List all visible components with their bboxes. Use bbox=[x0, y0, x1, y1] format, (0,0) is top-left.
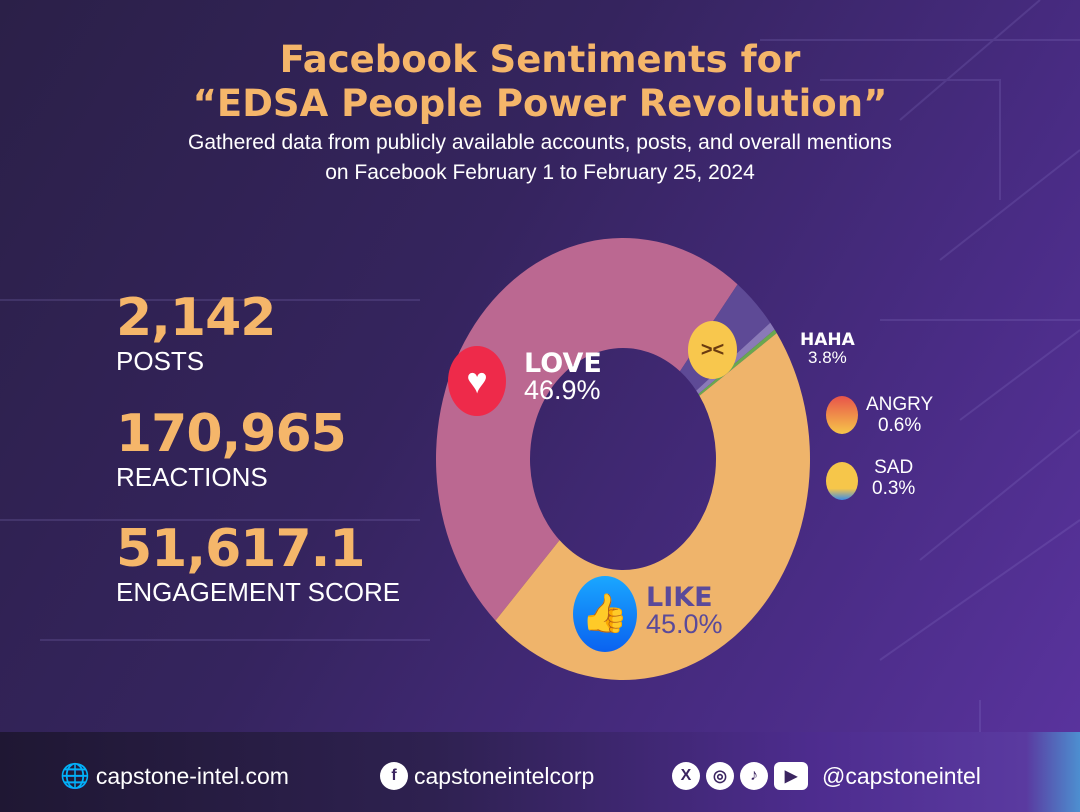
website-text: capstone-intel.com bbox=[95, 763, 289, 789]
crying-emoji-icon bbox=[826, 462, 858, 500]
slice-name: HAHA bbox=[800, 330, 855, 350]
tiktok-icon[interactable]: ♪ bbox=[740, 762, 768, 790]
stat-reactions: 170,965 REACTIONS bbox=[116, 404, 347, 492]
label-love: LOVE 46.9% bbox=[524, 350, 602, 404]
slice-name: SAD bbox=[874, 457, 914, 478]
label-haha: HAHA 3.8% bbox=[800, 332, 855, 367]
social-handles: X ◎ ♪ ▶ @capstoneintel bbox=[672, 762, 981, 790]
slice-like bbox=[495, 333, 811, 680]
thumbs-up-icon: 👍 bbox=[573, 576, 637, 652]
stat-value: 2,142 bbox=[116, 288, 276, 348]
facebook-text: capstoneintelcorp bbox=[414, 762, 595, 789]
laughing-emoji-icon: >< bbox=[688, 321, 737, 379]
slice-name: ANGRY bbox=[866, 394, 934, 415]
angry-emoji-icon bbox=[826, 396, 858, 434]
slice-value: 0.3% bbox=[872, 478, 916, 499]
instagram-icon[interactable]: ◎ bbox=[706, 762, 734, 790]
subtitle: Gathered data from publicly available ac… bbox=[0, 128, 1080, 188]
slice-value: 0.6% bbox=[877, 415, 922, 436]
youtube-icon[interactable]: ▶ bbox=[774, 762, 808, 790]
slice-value: 45.0% bbox=[646, 609, 723, 639]
x-icon[interactable]: X bbox=[672, 762, 700, 790]
facebook-link[interactable]: f capstoneintelcorp bbox=[380, 762, 594, 790]
slice-name: LIKE bbox=[646, 582, 713, 613]
stat-value: 170,965 bbox=[116, 404, 347, 464]
subtitle-line-1: Gathered data from publicly available ac… bbox=[188, 131, 892, 154]
handle-text: @capstoneintel bbox=[822, 762, 981, 789]
stat-posts: 2,142 POSTS bbox=[116, 288, 276, 376]
label-sad: SAD 0.3% bbox=[872, 458, 915, 498]
stat-value: 51,617.1 bbox=[116, 519, 366, 579]
globe-icon: 🌐 bbox=[60, 763, 90, 790]
title-line-2: “EDSA People Power Revolution” bbox=[192, 82, 888, 125]
stat-label: ENGAGEMENT SCORE bbox=[116, 577, 401, 607]
label-angry: ANGRY 0.6% bbox=[866, 395, 933, 435]
label-like: LIKE 45.0% bbox=[646, 584, 723, 638]
slice-name: LOVE bbox=[524, 348, 602, 379]
slice-value: 3.8% bbox=[808, 348, 847, 367]
subtitle-line-2: on Facebook February 1 to February 25, 2… bbox=[325, 161, 755, 184]
stat-label: REACTIONS bbox=[116, 462, 268, 492]
website-link[interactable]: 🌐 capstone-intel.com bbox=[60, 762, 289, 791]
title-line-1: Facebook Sentiments for bbox=[279, 38, 801, 81]
footer: 🌐 capstone-intel.com f capstoneintelcorp… bbox=[0, 732, 1080, 812]
page-title: Facebook Sentiments for “EDSA People Pow… bbox=[0, 38, 1080, 126]
slice-sad bbox=[698, 329, 777, 396]
slice-value: 46.9% bbox=[524, 375, 601, 405]
stat-engagement: 51,617.1 ENGAGEMENT SCORE bbox=[116, 521, 400, 607]
stat-label: POSTS bbox=[116, 346, 205, 376]
slice-love bbox=[435, 237, 738, 621]
facebook-icon: f bbox=[380, 762, 408, 790]
heart-icon: ♥ bbox=[448, 346, 506, 416]
